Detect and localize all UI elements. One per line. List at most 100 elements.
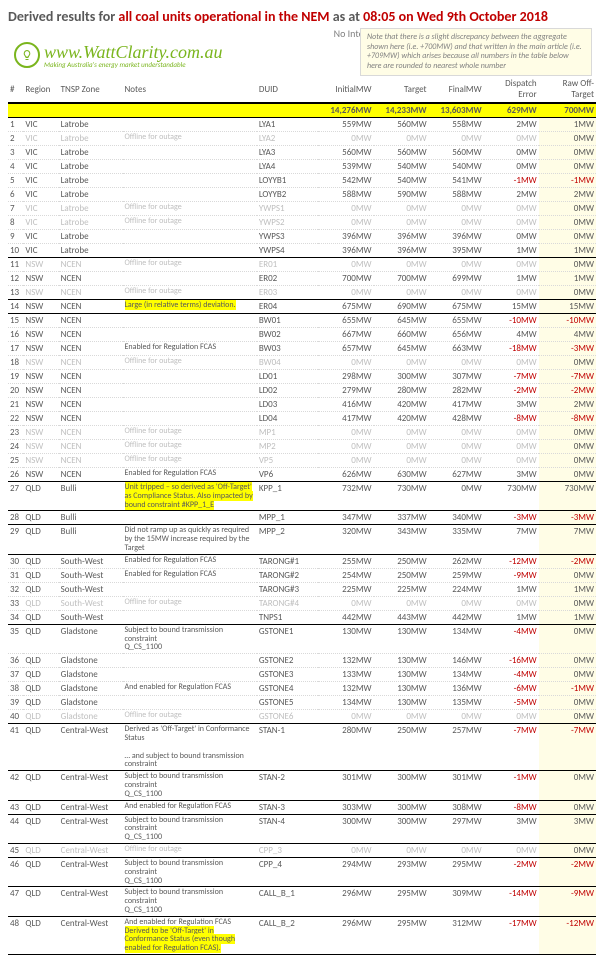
cell-notes: Offline for outage — [123, 286, 257, 300]
cell: 0MW — [539, 568, 596, 582]
cell: STAN-1 — [257, 724, 319, 771]
cell: 293MW — [374, 857, 429, 886]
cell: Latrobe — [59, 216, 123, 230]
cell: 700MW — [374, 272, 429, 286]
cell: VP5 — [257, 454, 319, 468]
cell: 0MW — [484, 258, 539, 272]
cell: 0MW — [374, 843, 429, 857]
cell: NSW — [23, 440, 58, 454]
cell: 0MW — [374, 216, 429, 230]
cell: 0MW — [539, 710, 596, 724]
cell: VIC — [23, 202, 58, 216]
cell-notes — [123, 188, 257, 202]
cell: NSW — [23, 412, 58, 426]
cell: 4MW — [539, 328, 596, 342]
cell: QLD — [23, 582, 58, 596]
cell: -4MW — [484, 624, 539, 653]
cell: 320MW — [318, 525, 373, 554]
table-row: 48QLDCentral-WestAnd enabled for Regulat… — [8, 916, 596, 954]
table-row: 22NSWNCENLD04417MW420MW428MW-8MW-8MW — [8, 412, 596, 426]
th-duid: DUID — [257, 76, 319, 103]
cell: 0MW — [539, 696, 596, 710]
cell: 280MW — [374, 384, 429, 398]
cell: KPP_1 — [257, 482, 319, 511]
cell-notes: Unit tripped – so derived as 'Off-Target… — [123, 482, 257, 511]
cell: 0MW — [374, 132, 429, 146]
cell-notes — [123, 328, 257, 342]
cell: 0MW — [429, 356, 484, 370]
cell: CPP_3 — [257, 843, 319, 857]
cell-notes — [123, 398, 257, 412]
cell: QLD — [23, 596, 58, 610]
th-num: # — [8, 76, 23, 103]
cell: NCEN — [59, 314, 123, 328]
cell: -1MW — [539, 174, 596, 188]
cell: 136MW — [429, 682, 484, 696]
cell: QLD — [23, 554, 58, 568]
cell: NCEN — [59, 328, 123, 342]
cell: NCEN — [59, 454, 123, 468]
table-row: 35QLDGladstoneSubject to bound transmiss… — [8, 624, 596, 653]
tot-initial: 14,276MW — [318, 103, 373, 118]
cell: NSW — [23, 398, 58, 412]
cell: 0MW — [318, 454, 373, 468]
cell: -7MW — [539, 370, 596, 384]
cell: 340MW — [429, 511, 484, 525]
cell: NCEN — [59, 286, 123, 300]
cell-notes: Offline for outage — [123, 426, 257, 440]
cell: Gladstone — [59, 668, 123, 682]
title-highlight: all coal units operational in the NEM — [118, 8, 329, 25]
cell: NSW — [23, 426, 58, 440]
cell: NCEN — [59, 356, 123, 370]
cell: 0MW — [539, 286, 596, 300]
cell: 0MW — [374, 710, 429, 724]
cell: 1MW — [484, 610, 539, 624]
cell: 0MW — [318, 356, 373, 370]
cell: NSW — [23, 356, 58, 370]
table-row: 2VICLatrobeOffline for outageLYA20MW0MW0… — [8, 132, 596, 146]
cell: 343MW — [374, 525, 429, 554]
cell-notes — [123, 696, 257, 710]
cell: NSW — [23, 328, 58, 342]
cell: 0MW — [539, 426, 596, 440]
cell: 730MW — [374, 482, 429, 511]
cell: 7 — [8, 202, 23, 216]
cell: ER04 — [257, 300, 319, 314]
cell-notes: And enabled for Regulation FCAS — [123, 800, 257, 814]
cell: 699MW — [429, 272, 484, 286]
table-row: 20NSWNCENLD02279MW280MW282MW-2MW-2MW — [8, 384, 596, 398]
cell: 335MW — [429, 525, 484, 554]
cell: 559MW — [318, 118, 373, 132]
cell: 250MW — [374, 554, 429, 568]
cell: -7MW — [539, 724, 596, 771]
tot-target: 14,233MW — [374, 103, 429, 118]
cell: 0MW — [539, 624, 596, 653]
cell: 0MW — [318, 710, 373, 724]
cell: 295MW — [374, 887, 429, 916]
cell: QLD — [23, 568, 58, 582]
table-row: 8VICLatrobeOffline for outageYWPS20MW0MW… — [8, 216, 596, 230]
cell: 297MW — [429, 814, 484, 843]
cell: 1MW — [484, 244, 539, 258]
cell: CPP_4 — [257, 857, 319, 886]
table-row: 4VICLatrobeLYA4539MW540MW540MW0MW0MW — [8, 160, 596, 174]
table-row: 33QLDSouth-WestOffline for outageTARONG#… — [8, 596, 596, 610]
cell: 9 — [8, 230, 23, 244]
cell: Central-West — [59, 724, 123, 771]
cell: GSTONE5 — [257, 696, 319, 710]
cell: TARONG#2 — [257, 568, 319, 582]
cell: -1MW — [484, 771, 539, 800]
cell: 0MW — [484, 843, 539, 857]
table-row: 18NSWNCENOffline for outageBW040MW0MW0MW… — [8, 356, 596, 370]
table-row: 42QLDCentral-WestSubject to bound transm… — [8, 771, 596, 800]
cell-notes: Offline for outage — [123, 440, 257, 454]
cell: NCEN — [59, 440, 123, 454]
cell: 0MW — [318, 286, 373, 300]
cell-notes — [123, 654, 257, 668]
cell: 657MW — [318, 342, 373, 356]
cell: 630MW — [374, 468, 429, 482]
cell: 225MW — [318, 582, 373, 596]
table-row: 36QLDGladstoneGSTONE2132MW130MW146MW-16M… — [8, 654, 596, 668]
cell: 25 — [8, 454, 23, 468]
cell-notes: Offline for outage — [123, 710, 257, 724]
